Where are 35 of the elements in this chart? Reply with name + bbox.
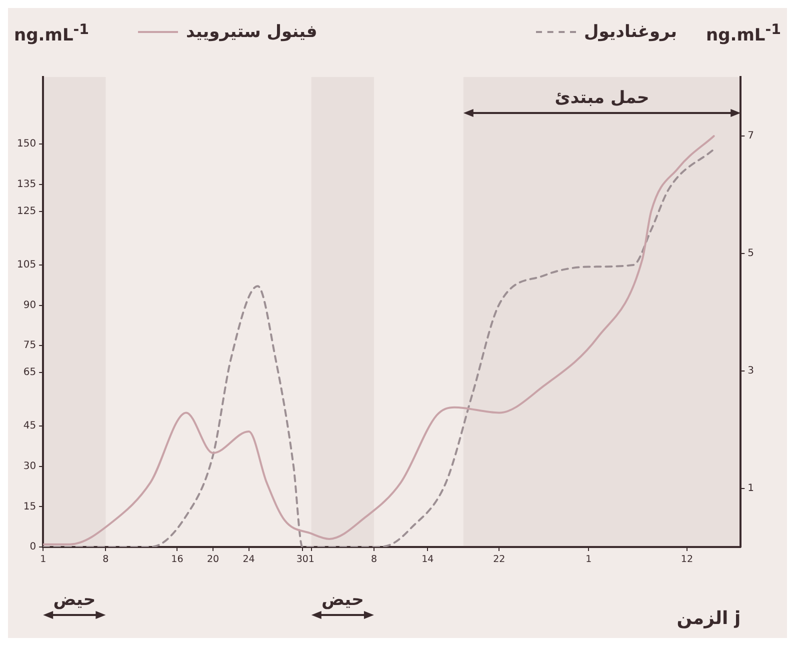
x-tick-label: 8: [102, 554, 109, 566]
x-tick-label: 1: [308, 554, 314, 566]
band-label: حيض: [53, 590, 96, 610]
y2-tick-label: 7: [748, 130, 754, 142]
x-axis-title: الزمن j: [676, 608, 741, 629]
x-tick-label: 14: [422, 554, 434, 566]
y-tick-label: 65: [23, 367, 36, 378]
x-tick-label: 1: [40, 554, 46, 566]
x-tick-label: 22: [493, 554, 506, 566]
band-label: حيض: [321, 590, 364, 610]
y-tick-label: 45: [23, 420, 36, 432]
y-tick-label: 105: [16, 260, 36, 271]
y-axis-title: ng.mL$^{-1}$: [14, 22, 90, 46]
y-tick-label: 125: [16, 206, 36, 217]
y2-tick-label: 5: [748, 248, 754, 259]
x-tick-label: 12: [680, 554, 694, 566]
x-tick-label: 16: [171, 554, 184, 566]
y2-axis-title: ng.mL$^{-1}$: [706, 22, 781, 46]
band-label: حمل مبتدئ: [554, 88, 650, 108]
y-tick-label: 75: [23, 340, 36, 352]
y-tick-label: 0: [30, 542, 36, 553]
y-tick-label: 15: [23, 501, 36, 512]
x-tick-label: 20: [206, 554, 220, 566]
x-tick-label: 1: [586, 554, 592, 566]
legend-label: فينول ستيروييد: [186, 22, 318, 42]
y2-tick-label: 1: [748, 482, 754, 494]
y-tick-label: 135: [16, 179, 36, 190]
x-tick-label: 30: [296, 554, 308, 566]
y-tick-label: 150: [16, 138, 36, 150]
x-tick-label: 8: [370, 554, 377, 566]
y2-tick-label: 3: [748, 365, 754, 376]
y-tick-label: 90: [23, 300, 36, 311]
legend-label: بروغناديول: [584, 22, 677, 42]
y-tick-label: 30: [23, 461, 36, 472]
x-tick-label: 24: [242, 554, 255, 566]
